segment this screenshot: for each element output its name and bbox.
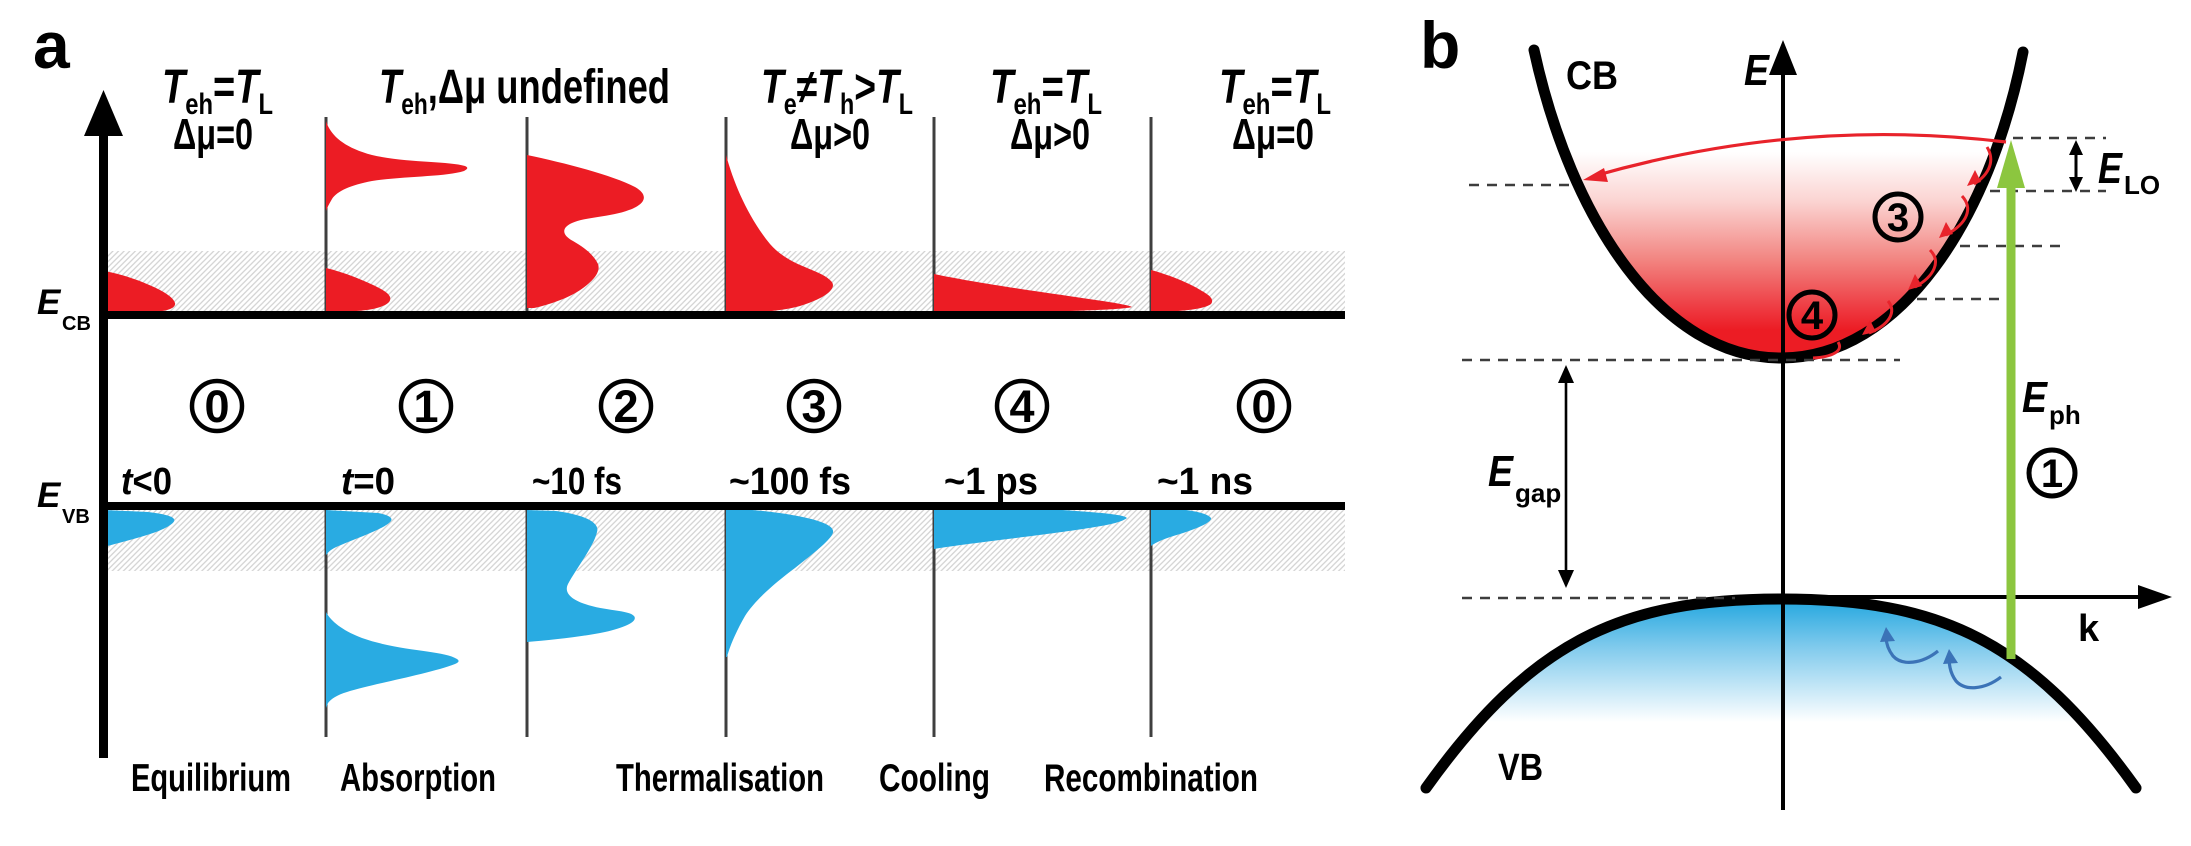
svg-text:Equilibrium: Equilibrium [131, 757, 291, 800]
svg-text:0: 0 [1251, 381, 1276, 432]
svg-text:VB: VB [1498, 747, 1543, 789]
svg-text:Teh=TL: Teh=TL [990, 61, 1102, 121]
svg-text:E: E [1744, 46, 1770, 95]
svg-text:0: 0 [204, 381, 229, 432]
svg-text:E: E [1488, 447, 1514, 496]
svg-text:Δμ=0: Δμ=0 [1232, 110, 1314, 159]
svg-text:gap: gap [1515, 478, 1561, 508]
svg-text:E: E [37, 283, 62, 322]
svg-text:~10 fs: ~10 fs [532, 461, 622, 503]
svg-text:Teh=TL: Teh=TL [162, 61, 273, 121]
svg-text:Absorption: Absorption [340, 757, 496, 800]
svg-text:E: E [2022, 373, 2048, 422]
svg-text:Recombination: Recombination [1044, 757, 1258, 800]
svg-text:t<0: t<0 [121, 461, 172, 503]
svg-text:E: E [37, 476, 62, 515]
svg-text:CB: CB [1566, 54, 1618, 98]
svg-text:Δμ>0: Δμ>0 [1010, 110, 1090, 159]
svg-text:2: 2 [613, 381, 638, 432]
svg-text:a: a [33, 8, 71, 82]
svg-text:Te≠Th>TL: Te≠Th>TL [761, 61, 913, 121]
svg-text:1: 1 [413, 381, 438, 432]
svg-text:1: 1 [2041, 452, 2063, 496]
svg-text:E: E [2098, 144, 2123, 193]
svg-text:LO: LO [2124, 170, 2160, 200]
svg-text:VB: VB [62, 506, 90, 528]
svg-text:3: 3 [1887, 196, 1909, 240]
svg-text:ph: ph [2049, 400, 2081, 430]
svg-text:4: 4 [1801, 294, 1824, 338]
svg-text:~100 fs: ~100 fs [729, 461, 851, 503]
svg-text:t=0: t=0 [341, 461, 395, 503]
svg-text:4: 4 [1009, 381, 1034, 432]
svg-text:b: b [1420, 8, 1460, 82]
svg-text:CB: CB [62, 313, 91, 335]
svg-text:Thermalisation: Thermalisation [616, 757, 824, 800]
svg-text:~1 ps: ~1 ps [944, 461, 1038, 503]
svg-text:Teh=TL: Teh=TL [1219, 61, 1331, 121]
svg-text:3: 3 [801, 381, 826, 432]
svg-text:Δμ=0: Δμ=0 [173, 110, 253, 159]
svg-text:k: k [2078, 608, 2100, 650]
svg-text:~1 ns: ~1 ns [1157, 461, 1253, 503]
svg-text:Teh,Δμ undefined: Teh,Δμ undefined [379, 61, 670, 121]
svg-text:Cooling: Cooling [879, 757, 990, 800]
svg-text:Δμ>0: Δμ>0 [790, 110, 870, 159]
